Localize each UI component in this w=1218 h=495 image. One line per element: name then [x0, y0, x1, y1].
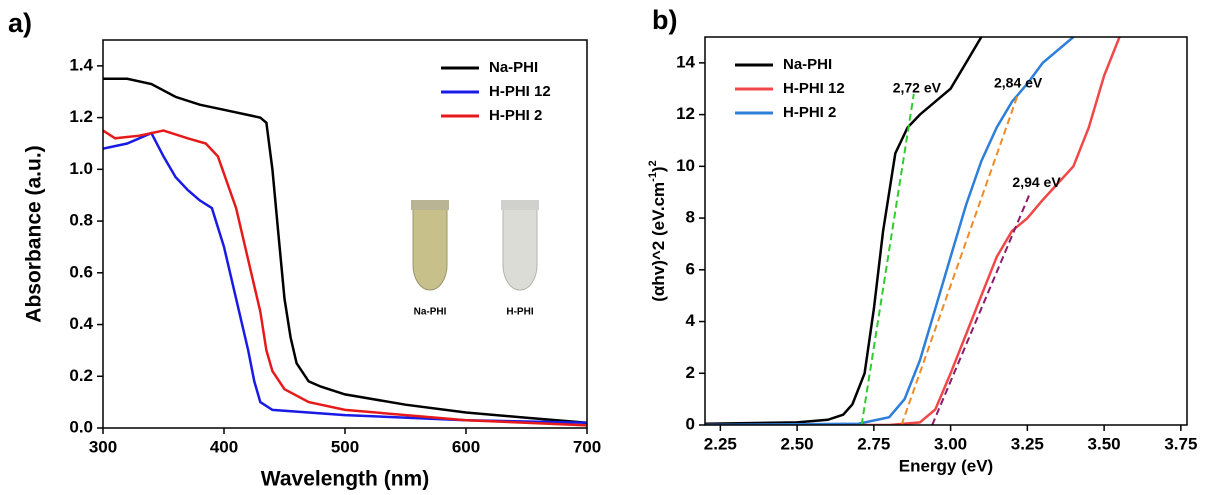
x-tick-label: 2.50 [781, 434, 814, 453]
legend-label: H-PHI 2 [489, 107, 542, 124]
x-tick-label: 3.50 [1088, 434, 1121, 453]
y-axis-label: (αhv)^2 (eV.cm-1)2 [647, 160, 669, 301]
legend-label: Na-PHI [783, 56, 832, 73]
y-tick-label: 4 [686, 311, 696, 330]
x-axis-label: Energy (eV) [899, 456, 993, 475]
y-axis-label-part: (αhv)^2 (eV.cm [649, 182, 668, 302]
legend-label: H-PHI 12 [783, 80, 845, 97]
data-line [705, 37, 1121, 425]
y-tick-label: 0.6 [69, 262, 93, 281]
fit-line [931, 191, 1032, 426]
annotation: 2,72 eV [893, 79, 942, 95]
inset-label: H-PHI [506, 307, 533, 318]
y-tick-label: 8 [686, 208, 695, 227]
y-tick-label: 1.0 [69, 159, 93, 178]
y-tick-label: 1.2 [69, 107, 93, 126]
data-line [103, 131, 587, 425]
tube-cap [501, 200, 539, 210]
legend-label: Na-PHI [489, 59, 538, 76]
x-tick-label: 3.25 [1011, 434, 1044, 453]
data-line [103, 77, 587, 425]
fit-line [900, 93, 1020, 426]
x-tick-label: 3.00 [934, 434, 967, 453]
x-tick-label: 2.75 [857, 434, 890, 453]
data-line [705, 37, 1075, 425]
y-tick-label: 1.4 [69, 55, 93, 74]
y-axis-label-part: -1 [647, 172, 659, 182]
x-tick-label: 2.25 [704, 434, 737, 453]
tube-h-phi [502, 204, 538, 291]
inset-label: Na-PHI [414, 307, 447, 318]
y-tick-label: 6 [686, 259, 695, 278]
y-tick-label: 12 [676, 104, 695, 123]
data-line [705, 37, 983, 425]
y-axis-label: Absorbance (a.u.) [23, 145, 46, 322]
x-tick-label: 600 [452, 437, 480, 456]
x-tick-label: 500 [331, 437, 359, 456]
legend-label: H-PHI 12 [489, 83, 551, 100]
panel-label: b) [652, 5, 677, 35]
fit-line [860, 93, 915, 426]
y-tick-label: 0.0 [69, 417, 93, 436]
x-tick-label: 3.75 [1164, 434, 1197, 453]
x-tick-label: 400 [210, 437, 238, 456]
tube-na-phi [412, 204, 448, 291]
x-axis-label: Wavelength (nm) [261, 468, 429, 491]
y-axis-label-part: ) [649, 166, 668, 172]
data-line [103, 129, 587, 427]
y-tick-label: 0.2 [69, 366, 93, 385]
y-tick-label: 10 [676, 156, 695, 175]
annotation: 2,94 eV [1012, 174, 1061, 190]
legend-label: H-PHI 2 [783, 104, 836, 121]
x-tick-label: 300 [89, 437, 117, 456]
tube-cap [411, 200, 449, 210]
x-tick-label: 700 [573, 437, 601, 456]
annotation: 2,84 eV [994, 74, 1043, 90]
y-tick-label: 0 [686, 414, 695, 433]
y-tick-label: 14 [676, 52, 695, 71]
y-tick-label: 2 [686, 363, 695, 382]
inset-tubes [411, 200, 539, 291]
y-tick-label: 0.4 [69, 314, 93, 333]
y-tick-label: 0.8 [69, 211, 93, 230]
plot-frame [704, 36, 1188, 426]
y-axis-label-part: 2 [647, 160, 659, 166]
panel-label: a) [8, 8, 32, 38]
